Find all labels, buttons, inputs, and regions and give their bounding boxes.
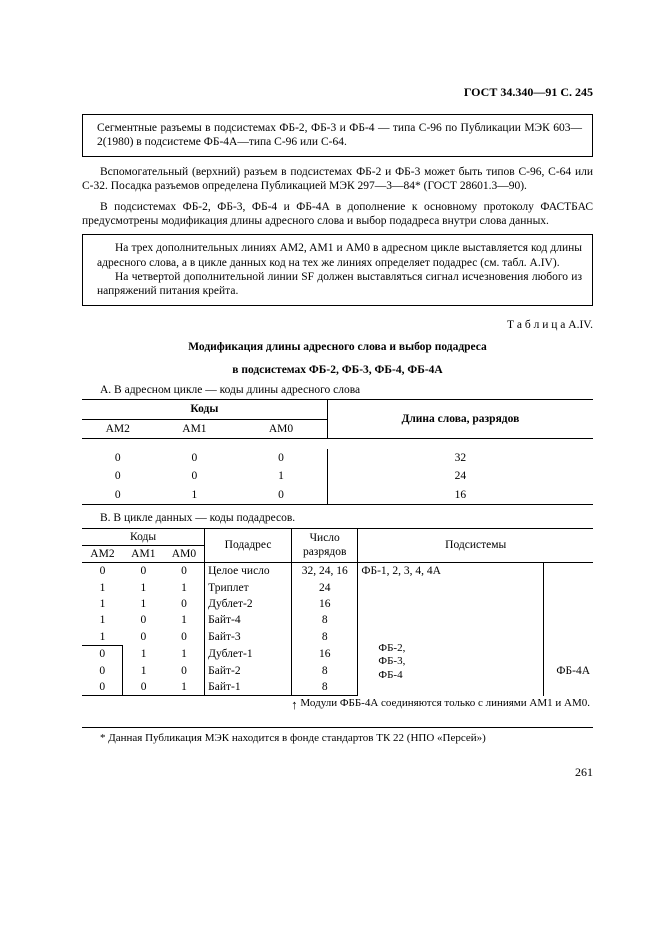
side-group: ФБ-2, ФБ-3, ФБ-4: [358, 629, 544, 696]
table-b: Коды Подадрес Число разрядов Подсистемы …: [82, 528, 593, 715]
table-title-1: Модификация длины адресного слова и выбо…: [82, 340, 593, 354]
table-row: 1 0 1 Байт-4 8: [82, 612, 593, 628]
table-a-caption: А. В адресном цикле — коды длины адресно…: [82, 383, 593, 397]
arrow-up-icon: ↑: [291, 697, 298, 712]
page-content: ГОСТ 34.340—91 С. 245 Сегментные разъемы…: [0, 0, 661, 810]
th-am1: AM1: [154, 419, 236, 438]
table-title-2: в подсистемах ФБ-2, ФБ-3, ФБ-4, ФБ-4A: [82, 363, 593, 377]
boxed-note-1: Сегментные разъемы в подсистемах ФБ-2, Ф…: [82, 114, 593, 157]
paragraph-2: В подсистемах ФБ-2, ФБ-3, ФБ-4 и ФБ-4A в…: [82, 200, 593, 229]
table-row: 0 1 0 16: [82, 486, 593, 505]
page-number: 261: [82, 765, 593, 780]
table-row: 1 1 0 Дублет-2 16: [82, 596, 593, 612]
table-a-kody: Коды: [82, 400, 327, 419]
boxed-note-2a: На трех дополнительных линиях AM2, AM1 и…: [97, 241, 582, 270]
th-am0: AM0: [235, 419, 327, 438]
table-row: 0 0 1 24: [82, 467, 593, 485]
footnote-separator: [82, 727, 593, 728]
tb-h3: Число разрядов: [291, 528, 357, 563]
table-row: 0 0 0 Целое число 32, 24, 16 ФБ-1, 2, 3,…: [82, 563, 593, 580]
table-row: 0 0 0 32: [82, 449, 593, 467]
table-row: 1 1 1 Триплет 24: [82, 580, 593, 596]
paragraph-1-text: Вспомогательный (верхний) разъем в подси…: [82, 166, 593, 192]
paragraph-2-text: В подсистемах ФБ-2, ФБ-3, ФБ-4 и ФБ-4A в…: [82, 201, 593, 227]
doc-header: ГОСТ 34.340—91 С. 245: [82, 85, 593, 100]
paragraph-1: Вспомогательный (верхний) разъем в подси…: [82, 165, 593, 194]
boxed-note-2: На трех дополнительных линиях AM2, AM1 и…: [82, 234, 593, 306]
table-label: Т а б л и ц а A.IV.: [82, 318, 593, 332]
tb-h4: Подсистемы: [358, 528, 593, 563]
boxed-note-1-text: Сегментные разъемы в подсистемах ФБ-2, Ф…: [97, 122, 582, 148]
table-row: 1 0 0 Байт-3 8 ФБ-2, ФБ-3, ФБ-4: [82, 629, 593, 646]
tb-h2: Подадрес: [205, 528, 292, 563]
boxed-note-2b: На четвертой дополнительной линии SF дол…: [97, 270, 582, 299]
footnote-text: * Данная Публикация МЭК находится в фонд…: [82, 732, 593, 746]
table-b-note: ↑ Модули ФББ-4А соединяются только с лин…: [82, 696, 593, 715]
tb-kody: Коды: [82, 528, 205, 545]
table-b-caption: В. В цикле данных — коды подадресов.: [82, 511, 593, 525]
table-a: Коды Длина слова, разрядов AM2 AM1 AM0 0…: [82, 399, 593, 505]
th-am2: AM2: [82, 419, 154, 438]
table-a-lenlabel: Длина слова, разрядов: [327, 400, 593, 439]
